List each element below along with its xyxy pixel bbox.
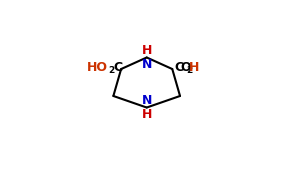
Text: 2: 2 (186, 66, 193, 75)
Text: C: C (113, 61, 123, 74)
Text: C: C (174, 61, 184, 74)
Text: HO: HO (87, 61, 108, 74)
Text: O: O (180, 61, 191, 74)
Text: N: N (141, 58, 152, 71)
Text: H: H (189, 61, 199, 74)
Text: N: N (141, 94, 152, 107)
Text: 2: 2 (108, 66, 114, 75)
Text: H: H (141, 108, 152, 121)
Text: H: H (141, 44, 152, 57)
